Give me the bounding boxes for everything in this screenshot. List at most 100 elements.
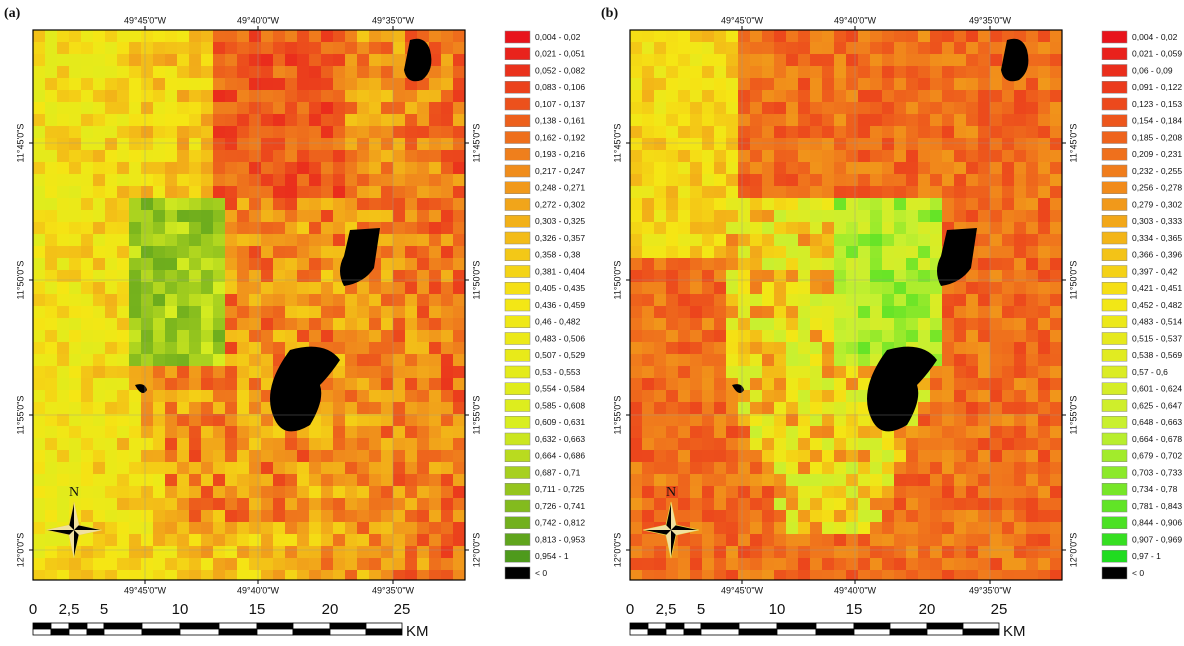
map-pixel xyxy=(309,42,321,54)
map-pixel xyxy=(966,42,978,54)
map-pixel xyxy=(93,294,105,306)
map-pixel xyxy=(822,90,834,102)
map-pixel xyxy=(978,102,990,114)
map-pixel xyxy=(225,294,237,306)
map-pixel xyxy=(261,114,273,126)
map-pixel xyxy=(225,318,237,330)
map-pixel xyxy=(822,282,834,294)
map-pixel xyxy=(714,42,726,54)
map-pixel xyxy=(750,54,762,66)
map-pixel xyxy=(201,90,213,102)
map-pixel xyxy=(654,294,666,306)
map-pixel xyxy=(225,150,237,162)
map-pixel xyxy=(393,378,405,390)
map-pixel xyxy=(345,426,357,438)
map-pixel xyxy=(441,282,453,294)
map-pixel xyxy=(846,282,858,294)
map-pixel xyxy=(105,66,117,78)
map-pixel xyxy=(105,402,117,414)
map-pixel xyxy=(654,498,666,510)
map-pixel xyxy=(798,114,810,126)
map-pixel xyxy=(786,342,798,354)
map-pixel xyxy=(453,198,465,210)
map-pixel xyxy=(381,90,393,102)
map-pixel xyxy=(297,438,309,450)
map-pixel xyxy=(129,486,141,498)
map-pixel xyxy=(33,390,45,402)
legend-label: 0,515 - 0,537 xyxy=(1132,333,1182,343)
map-pixel xyxy=(93,546,105,558)
map-pixel xyxy=(930,498,942,510)
longitude-label: 49°40'0"W xyxy=(834,585,877,595)
map-pixel xyxy=(273,534,285,546)
legend-label: 0,004 - 0,02 xyxy=(535,32,581,42)
map-pixel xyxy=(213,66,225,78)
map-pixel xyxy=(798,558,810,570)
map-pixel xyxy=(33,90,45,102)
map-pixel xyxy=(225,222,237,234)
map-pixel xyxy=(726,258,738,270)
map-pixel xyxy=(441,102,453,114)
map-pixel xyxy=(297,126,309,138)
latitude-label: 11°50'0"S xyxy=(1068,261,1078,300)
legend-swatch xyxy=(1102,366,1127,378)
map-pixel xyxy=(297,498,309,510)
map-pixel xyxy=(966,390,978,402)
map-pixel xyxy=(285,258,297,270)
map-pixel xyxy=(369,138,381,150)
map-pixel xyxy=(453,546,465,558)
map-pixel xyxy=(666,558,678,570)
map-pixel xyxy=(630,342,642,354)
map-pixel xyxy=(33,54,45,66)
map-pixel xyxy=(834,342,846,354)
map-pixel xyxy=(870,318,882,330)
map-pixel xyxy=(1002,354,1014,366)
map-pixel xyxy=(297,510,309,522)
latitude-label: 11°55'0"S xyxy=(471,396,481,435)
map-pixel xyxy=(1026,510,1038,522)
map-pixel xyxy=(930,210,942,222)
map-pixel xyxy=(369,438,381,450)
map-pixel xyxy=(954,210,966,222)
map-pixel xyxy=(630,366,642,378)
map-pixel xyxy=(453,258,465,270)
map-pixel xyxy=(918,186,930,198)
map-pixel xyxy=(810,486,822,498)
map-pixel xyxy=(786,42,798,54)
scale-segment xyxy=(180,623,219,629)
map-pixel xyxy=(942,318,954,330)
map-pixel xyxy=(678,498,690,510)
map-pixel xyxy=(810,390,822,402)
map-pixel xyxy=(1026,438,1038,450)
map-pixel xyxy=(393,126,405,138)
map-pixel xyxy=(702,282,714,294)
map-pixel xyxy=(1014,258,1026,270)
scale-segment xyxy=(180,629,219,635)
map-pixel xyxy=(393,30,405,42)
map-pixel xyxy=(81,378,93,390)
map-pixel xyxy=(666,414,678,426)
map-pixel xyxy=(810,318,822,330)
map-pixel xyxy=(153,414,165,426)
map-pixel xyxy=(165,378,177,390)
map-pixel xyxy=(381,54,393,66)
map-pixel xyxy=(129,414,141,426)
map-pixel xyxy=(690,138,702,150)
map-pixel xyxy=(141,498,153,510)
map-pixel xyxy=(249,114,261,126)
map-pixel xyxy=(345,378,357,390)
map-pixel xyxy=(57,378,69,390)
map-pixel xyxy=(1014,318,1026,330)
legend-label: 0,711 - 0,725 xyxy=(535,484,585,494)
map-pixel xyxy=(249,306,261,318)
map-pixel xyxy=(369,462,381,474)
map-pixel xyxy=(393,306,405,318)
map-pixel xyxy=(654,42,666,54)
map-pixel xyxy=(678,210,690,222)
map-pixel xyxy=(309,486,321,498)
map-pixel xyxy=(309,246,321,258)
map-pixel xyxy=(738,102,750,114)
map-pixel xyxy=(846,510,858,522)
map-pixel xyxy=(129,318,141,330)
